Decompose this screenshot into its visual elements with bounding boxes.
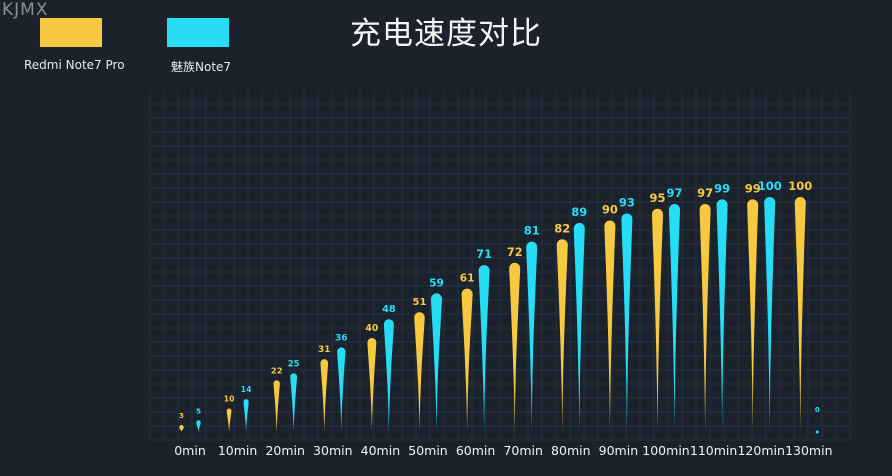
x-tick-label: 110min	[690, 443, 737, 458]
x-tick-label: 20min	[265, 443, 304, 458]
watermark: KJMX	[2, 0, 49, 20]
bar-redmi-80min	[556, 239, 568, 432]
x-tick-label: 100min	[642, 443, 689, 458]
x-tick-label: 90min	[599, 443, 638, 458]
bar-redmi-110min	[699, 204, 711, 432]
data-label-redmi: 3	[179, 411, 184, 420]
bar-redmi-30min	[320, 359, 329, 432]
data-label-redmi: 95	[649, 191, 665, 205]
bar-meizu-30min	[337, 347, 346, 432]
data-label-redmi: 31	[318, 345, 330, 355]
x-tick-label: 70min	[503, 443, 542, 458]
bar-meizu-0min	[196, 420, 201, 432]
bar-redmi-20min	[273, 380, 280, 432]
bar-redmi-100min	[652, 208, 663, 432]
x-tick-label: 60min	[456, 443, 495, 458]
data-label-redmi: 90	[602, 203, 618, 217]
data-label-redmi: 100	[788, 179, 812, 193]
data-label-meizu: 97	[666, 186, 682, 200]
data-label-meizu: 36	[335, 333, 348, 343]
legend-item-meizu: 魅族Note7	[167, 18, 231, 74]
data-label-redmi: 40	[365, 323, 378, 334]
x-axis-ticks: 0min 10min 20min 30min 40min 50min 60min 70min 8…	[174, 443, 832, 458]
bar-meizu-130min	[815, 430, 819, 434]
data-label-meizu: 89	[571, 205, 587, 219]
bar-redmi-70min	[509, 262, 521, 432]
bar-meizu-120min	[764, 197, 776, 432]
data-label-redmi: 97	[697, 186, 713, 200]
bar-meizu-90min	[621, 213, 633, 432]
x-tick-label: 40min	[361, 443, 400, 458]
legend-label-redmi: Redmi Note7 Pro	[24, 58, 125, 72]
data-label-meizu: 5	[196, 406, 201, 415]
bar-redmi-60min	[461, 288, 473, 432]
data-label-meizu: 71	[476, 248, 492, 261]
data-label-meizu: 81	[524, 224, 540, 238]
x-tick-label: 130min	[785, 443, 832, 458]
data-label-meizu: 99	[714, 181, 730, 195]
data-label-redmi: 51	[413, 297, 427, 308]
data-label-redmi: 10	[224, 395, 235, 404]
data-label-meizu: 25	[288, 359, 300, 369]
legend-swatch-meizu	[167, 18, 229, 47]
bar-meizu-10min	[243, 399, 249, 432]
data-label-redmi: 99	[745, 181, 761, 195]
data-label-meizu: 0	[815, 406, 820, 414]
x-tick-label: 80min	[551, 443, 590, 458]
legend-item-redmi: Redmi Note7 Pro	[24, 18, 125, 72]
grid-lines	[149, 90, 851, 441]
x-tick-label: 50min	[408, 443, 447, 458]
data-label-meizu: 93	[619, 195, 635, 209]
data-label-redmi: 61	[460, 273, 475, 285]
bar-redmi-130min	[794, 197, 806, 432]
bar-redmi-50min	[414, 312, 425, 432]
data-label-redmi: 22	[271, 365, 283, 375]
bar-meizu-60min	[478, 265, 490, 432]
data-label-redmi: 82	[554, 221, 570, 235]
x-tick-label: 0min	[174, 443, 206, 458]
bar-meizu-80min	[573, 222, 585, 432]
bar-meizu-70min	[526, 241, 538, 432]
x-tick-label: 120min	[737, 443, 784, 458]
x-tick-label: 10min	[218, 443, 257, 458]
bar-meizu-100min	[669, 204, 680, 432]
bar-meizu-110min	[716, 199, 728, 432]
legend-swatch-redmi	[40, 18, 102, 47]
data-label-meizu: 59	[429, 277, 444, 289]
legend-label-meizu: 魅族Note7	[171, 60, 232, 74]
bar-meizu-20min	[290, 373, 298, 432]
chart-title: 充电速度对比	[350, 16, 542, 52]
x-tick-label: 30min	[313, 443, 352, 458]
data-label-meizu: 48	[382, 304, 396, 315]
bar-redmi-90min	[604, 220, 616, 432]
bar-meizu-50min	[431, 293, 443, 432]
bar-redmi-0min	[179, 424, 184, 432]
data-label-meizu: 100	[758, 179, 782, 193]
bar-meizu-40min	[383, 319, 394, 432]
data-label-meizu: 14	[241, 385, 252, 394]
bar-redmi-10min	[226, 408, 232, 432]
bar-redmi-120min	[747, 199, 759, 432]
bar-redmi-40min	[367, 338, 377, 432]
data-label-redmi: 72	[507, 246, 523, 259]
